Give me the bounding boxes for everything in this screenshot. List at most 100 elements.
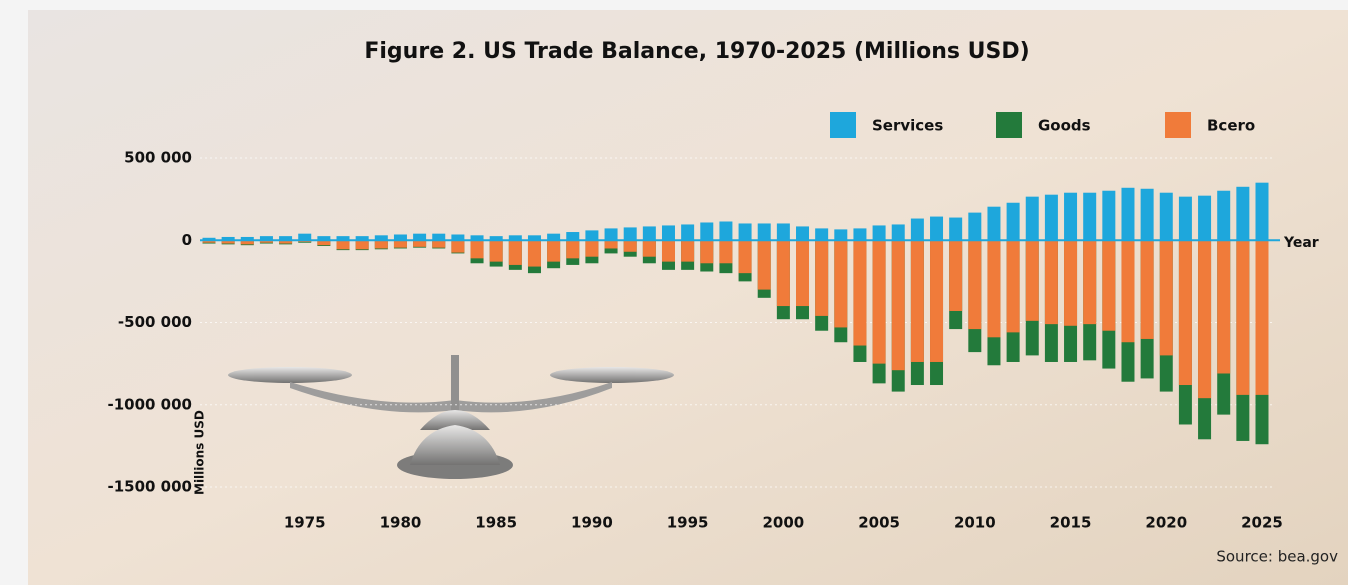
bar — [374, 240, 388, 249]
bar — [336, 236, 350, 241]
bar — [585, 240, 599, 257]
y-tick-label: -500 000 — [118, 313, 192, 331]
x-axis-label: Year — [1283, 235, 1319, 251]
bar — [1140, 188, 1154, 241]
bar — [202, 237, 216, 241]
bar — [1236, 186, 1250, 241]
bar — [930, 240, 944, 362]
bar — [585, 230, 599, 241]
bar — [508, 240, 522, 265]
legend-swatch — [1165, 112, 1191, 138]
bar — [872, 240, 886, 364]
x-tick-label: 2015 — [1050, 514, 1092, 532]
x-tick-label: 1975 — [284, 514, 326, 532]
bar — [891, 240, 905, 371]
bar — [432, 240, 446, 248]
bar — [1083, 240, 1097, 325]
bar — [1198, 195, 1212, 241]
bar — [202, 240, 216, 243]
bar — [1159, 192, 1173, 241]
bar — [719, 221, 733, 241]
bar — [1102, 240, 1116, 331]
bar — [451, 234, 465, 241]
bar — [1121, 187, 1135, 241]
bar — [1159, 240, 1173, 356]
bar — [987, 240, 1001, 338]
bar — [738, 223, 752, 241]
bar — [1236, 240, 1250, 395]
bar — [891, 224, 905, 241]
legend-label: Goods — [1038, 117, 1091, 135]
x-tick-label: 1995 — [667, 514, 709, 532]
y-tick-label: -1500 000 — [107, 478, 192, 496]
bar — [1255, 240, 1269, 395]
bar — [1006, 202, 1020, 241]
bar — [700, 240, 714, 264]
bar — [566, 232, 580, 241]
x-tick-label: 1980 — [380, 514, 422, 532]
bar — [547, 240, 561, 262]
legend-label: Bcero — [1207, 117, 1255, 135]
bar — [930, 216, 944, 241]
bar — [1064, 240, 1078, 326]
bar — [1102, 190, 1116, 241]
bar — [1044, 194, 1058, 241]
bar — [623, 240, 637, 252]
x-tick-label: 2010 — [954, 514, 996, 532]
y-tick-label: 500 000 — [124, 149, 192, 167]
bar — [1006, 240, 1020, 333]
bar — [221, 236, 235, 241]
bar — [451, 240, 465, 253]
bar — [757, 240, 771, 290]
bar — [1044, 240, 1058, 325]
bar — [240, 240, 254, 245]
bar — [221, 240, 235, 244]
bar — [796, 226, 810, 241]
bar — [317, 240, 331, 246]
bar — [432, 233, 446, 241]
bar — [355, 240, 369, 250]
bar — [642, 240, 656, 257]
bar — [719, 240, 733, 264]
bar — [604, 228, 618, 241]
bar — [604, 240, 618, 249]
bar — [259, 236, 273, 241]
bar — [1140, 240, 1154, 339]
bar — [738, 240, 752, 274]
bar — [470, 240, 484, 259]
bar — [393, 240, 407, 248]
bar — [1064, 192, 1078, 241]
bar — [470, 235, 484, 241]
bar — [1083, 192, 1097, 241]
bar — [355, 236, 369, 241]
bar — [1178, 196, 1192, 241]
bar — [987, 206, 1001, 241]
source: Source: bea.gov — [1216, 548, 1338, 566]
bar — [317, 236, 331, 241]
bar — [872, 225, 886, 241]
y-tick-label: 0 — [182, 231, 192, 249]
bar — [681, 240, 695, 262]
bar — [1217, 190, 1231, 241]
bar — [1255, 182, 1269, 241]
bar — [853, 228, 867, 241]
bar — [815, 228, 829, 241]
bar — [815, 240, 829, 316]
bar — [776, 240, 790, 307]
bar — [757, 223, 771, 241]
bar — [527, 235, 541, 241]
bar — [279, 236, 293, 241]
bar — [336, 240, 350, 250]
legend-label: Services — [872, 117, 943, 135]
bar — [949, 217, 963, 241]
bar — [527, 240, 541, 267]
y-tick-label: -1000 000 — [107, 395, 192, 413]
bar — [623, 227, 637, 241]
chart-title: Figure 2. US Trade Balance, 1970-2025 (M… — [364, 39, 1029, 64]
bar — [776, 223, 790, 241]
bar — [700, 222, 714, 241]
bar — [1217, 240, 1231, 374]
bar — [834, 240, 848, 328]
legend-swatch — [996, 112, 1022, 138]
bar — [374, 235, 388, 241]
